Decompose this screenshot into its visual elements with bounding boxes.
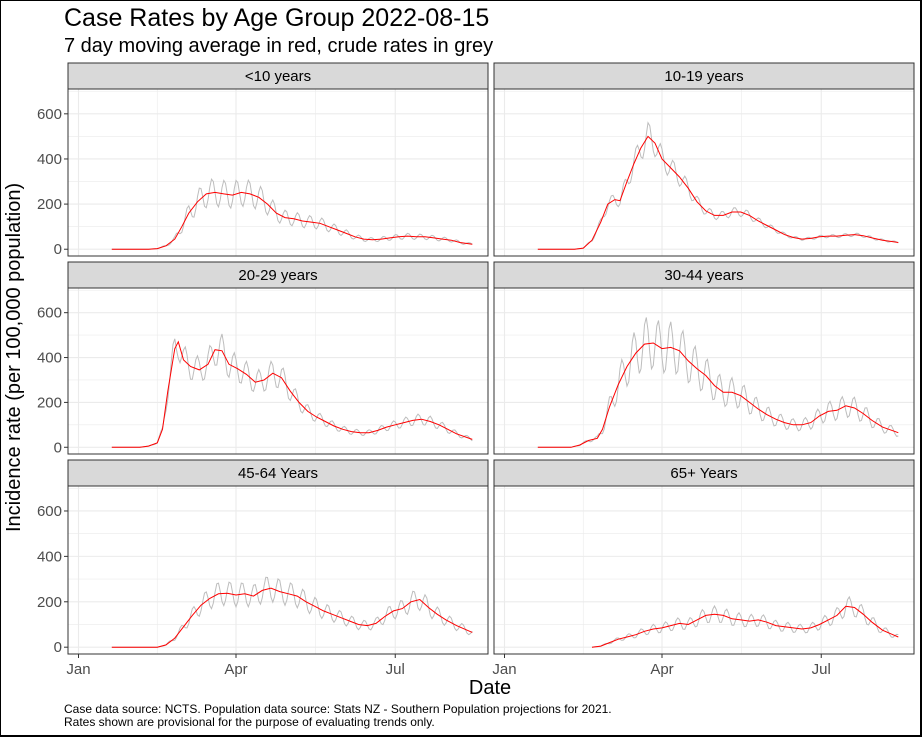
chart-title: Case Rates by Age Group 2022-08-15 [64, 4, 490, 32]
moving-average-line [111, 340, 473, 448]
strip-background [493, 62, 915, 90]
y-tick-label: 600 [37, 305, 62, 322]
y-tick-label: 200 [37, 594, 62, 611]
y-tick-label: 0 [54, 241, 62, 258]
crude-rate-line [537, 121, 899, 250]
panel-border [67, 287, 489, 455]
strip-background [67, 62, 489, 90]
caption-line-data-source: Case data source: NCTS. Population data … [64, 702, 612, 716]
panel-border [67, 485, 489, 655]
strip-label: <10 years [245, 68, 311, 85]
strip-background [67, 459, 489, 487]
panel-border [493, 88, 915, 257]
moving-average-line [537, 135, 899, 250]
x-tick-label: Jan [66, 661, 90, 678]
panel-20-29-years: 20-29 years 0 200 400 600 [37, 261, 489, 456]
strip-label: 20-29 years [238, 267, 317, 284]
moving-average-line [111, 191, 473, 250]
x-tick-label: Jul [812, 661, 831, 678]
panel-background [494, 89, 914, 256]
panel-background [494, 288, 914, 454]
panel-10-years: <10 years 0 200 400 600 [37, 62, 489, 258]
strip-label: 10-19 years [664, 68, 743, 85]
strip-background [67, 261, 489, 289]
y-tick-label: 200 [37, 394, 62, 411]
y-tick-label: 200 [37, 196, 62, 213]
moving-average-line [537, 342, 899, 448]
crude-rate-line [111, 333, 473, 448]
panel-background [68, 89, 488, 256]
y-tick-label: 600 [37, 106, 62, 123]
panel-65-years: 65+ Years Jan Apr Jul [492, 459, 915, 678]
x-tick-label: Jan [492, 661, 516, 678]
gridlines [494, 89, 914, 256]
caption-line-provisional: Rates shown are provisional for the purp… [64, 715, 435, 729]
gridlines [68, 89, 488, 256]
crude-rate-line [537, 317, 899, 448]
strip-label: 30-44 years [664, 267, 743, 284]
panel-background [494, 486, 914, 654]
y-tick-label: 400 [37, 548, 62, 565]
panel-10-19-years: 10-19 years [493, 62, 915, 257]
panel-45-64-years: 45-64 Years 0 200 400 600 Jan Apr Jul [37, 459, 489, 678]
x-tick-label: Apr [224, 661, 247, 678]
panel-30-44-years: 30-44 years [493, 261, 915, 455]
strip-label: 45-64 Years [238, 465, 318, 482]
chart-subtitle: 7 day moving average in red, crude rates… [64, 35, 494, 57]
crude-rate-line [591, 595, 899, 648]
caption: Case data source: NCTS. Population data … [64, 703, 612, 729]
moving-average-line [111, 587, 473, 648]
y-tick-label: 0 [54, 439, 62, 456]
y-tick-label: 0 [54, 639, 62, 656]
x-tick-label: Apr [650, 661, 673, 678]
panel-border [493, 485, 915, 655]
y-tick-label: 600 [37, 503, 62, 520]
panel-border [493, 287, 915, 455]
panel-border [67, 88, 489, 257]
y-tick-label: 400 [37, 151, 62, 168]
y-tick-label: 400 [37, 350, 62, 367]
moving-average-line [591, 605, 899, 648]
x-axis-label: Date [468, 677, 512, 699]
panel-background [68, 486, 488, 654]
strip-background [493, 261, 915, 289]
strip-label: 65+ Years [670, 465, 737, 482]
x-tick-label: Jul [386, 661, 405, 678]
panel-background [68, 288, 488, 454]
